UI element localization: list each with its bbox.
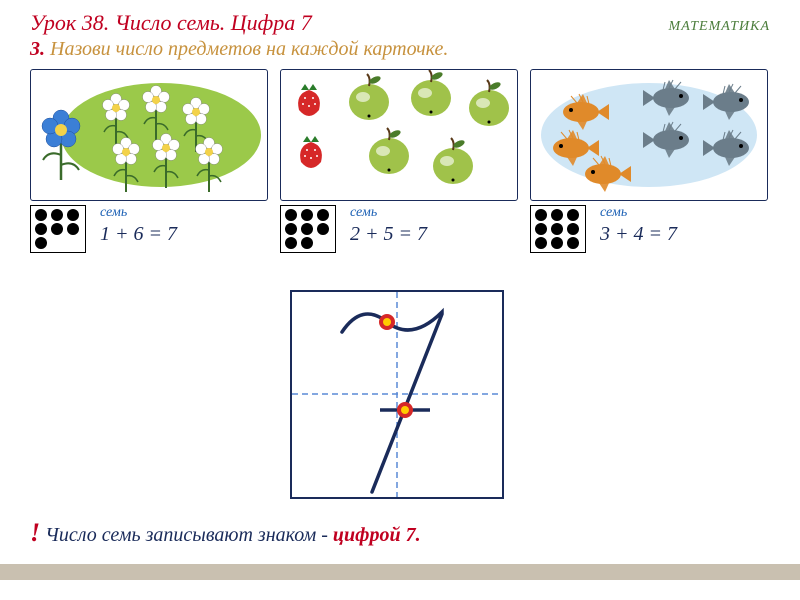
footer-text-pre: Число семь записывают знаком - [45, 524, 333, 546]
card-fish: (function(){ const g = document.currentS… [530, 69, 768, 201]
dots-box-2 [280, 205, 336, 253]
task-line: 3. Назови число предметов на каждой карт… [30, 38, 770, 61]
start-marker-icon [379, 314, 395, 330]
mid-marker-icon [397, 402, 413, 418]
task-number: 3. [30, 38, 45, 60]
card2-equation: 2 + 5 = 7 [350, 223, 427, 246]
footer-note: ! Число семь записывают знаком - цифрой … [30, 518, 421, 548]
digit-seven-panel [290, 290, 504, 499]
lesson-title: Урок 38. Число семь. Цифра 7 [30, 10, 312, 36]
dots-box-3 [530, 205, 586, 253]
card-fruits: (function(){ const svg = document.curren… [280, 69, 518, 201]
card3-equation: 3 + 4 = 7 [600, 223, 677, 246]
card1-equation: 1 + 6 = 7 [100, 223, 177, 246]
bottom-bar [0, 564, 800, 580]
subject-label: МАТЕМАТИКА [669, 19, 770, 35]
card3-label: семь [600, 205, 677, 221]
fruits-illustration [281, 70, 517, 200]
task-text: Назови число предметов на каждой карточк… [50, 38, 448, 60]
flowers-illustration [31, 70, 267, 200]
card1-label: семь [100, 205, 177, 221]
card-flowers: (function(){ const svg = document.curren… [30, 69, 268, 201]
footer-exclamation: ! [30, 518, 40, 547]
card2-label: семь [350, 205, 427, 221]
footer-text-em: цифрой 7. [333, 524, 421, 546]
cards-row: (function(){ const svg = document.curren… [30, 69, 770, 253]
digit-seven-svg [292, 292, 502, 497]
fish-illustration [531, 70, 767, 200]
dots-box-1 [30, 205, 86, 253]
